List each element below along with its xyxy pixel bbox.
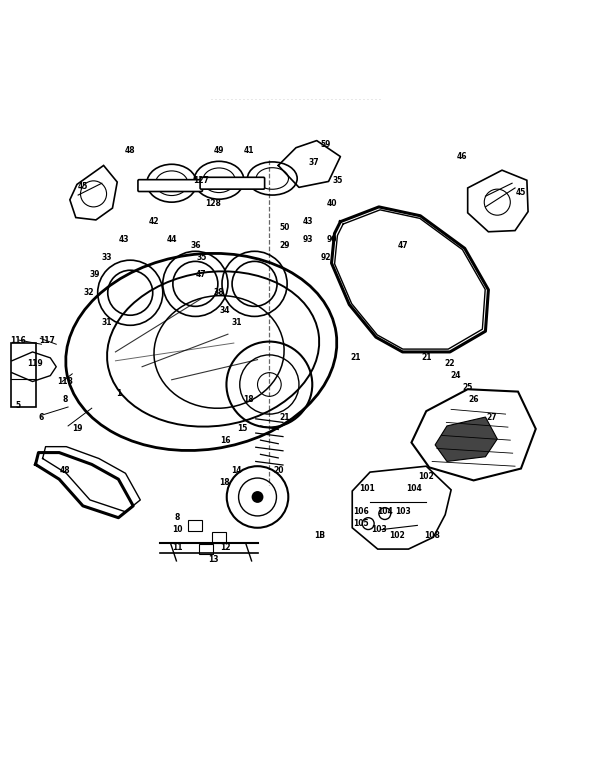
Text: 90: 90 [326, 235, 337, 244]
Text: 37: 37 [308, 158, 319, 167]
Text: 32: 32 [83, 288, 94, 298]
Text: 50: 50 [279, 223, 289, 232]
Text: 102: 102 [419, 471, 434, 481]
Text: 36: 36 [190, 241, 201, 250]
Text: 21: 21 [279, 412, 289, 421]
Text: 47: 47 [196, 271, 207, 279]
Text: 1B: 1B [314, 531, 325, 540]
Bar [188, 520, 202, 531]
Text: 12: 12 [220, 543, 230, 552]
Text: 48: 48 [60, 466, 70, 474]
Text: 118: 118 [57, 377, 73, 386]
Text: . . . . . . . . . . . . . . . . . . . . . . . . . . . . . . . . . . . . . . . . : . . . . . . . . . . . . . . . . . . . . … [211, 95, 381, 101]
Text: 26: 26 [468, 394, 479, 404]
Polygon shape [468, 170, 528, 231]
FancyBboxPatch shape [138, 180, 202, 191]
Text: 22: 22 [445, 359, 455, 368]
Text: 35: 35 [196, 253, 207, 261]
Text: 104: 104 [407, 484, 422, 493]
Text: 116: 116 [10, 335, 25, 345]
Text: 21: 21 [421, 354, 432, 362]
Text: 24: 24 [451, 371, 461, 380]
Text: 92: 92 [320, 253, 331, 261]
Text: 41: 41 [243, 146, 254, 155]
Text: 45: 45 [78, 181, 88, 191]
Text: 104: 104 [377, 508, 392, 516]
Text: 103: 103 [371, 525, 387, 534]
Text: 93: 93 [303, 235, 313, 244]
Text: 15: 15 [237, 424, 248, 434]
Polygon shape [352, 466, 451, 549]
Text: 34: 34 [220, 306, 230, 315]
Text: 25: 25 [462, 383, 473, 392]
Text: 18: 18 [243, 394, 254, 404]
Text: 42: 42 [149, 217, 159, 226]
Text: 10: 10 [172, 525, 183, 534]
Polygon shape [411, 389, 536, 481]
Text: 102: 102 [389, 531, 404, 540]
Text: 127: 127 [194, 176, 209, 185]
Text: 13: 13 [208, 554, 218, 564]
FancyBboxPatch shape [200, 178, 265, 189]
Text: 19: 19 [72, 424, 82, 434]
Text: 103: 103 [395, 508, 410, 516]
Text: 105: 105 [353, 519, 369, 528]
Text: 119: 119 [28, 359, 43, 368]
Text: 20: 20 [273, 466, 284, 474]
Text: 35: 35 [332, 176, 343, 185]
Text: 39: 39 [89, 271, 100, 279]
Text: 43: 43 [303, 217, 313, 226]
Text: 8: 8 [175, 513, 181, 522]
Text: 47: 47 [397, 241, 408, 250]
Text: 44: 44 [166, 235, 177, 244]
Text: 101: 101 [359, 484, 375, 493]
Text: 49: 49 [214, 146, 224, 155]
Bar [11, 343, 36, 407]
Text: 43: 43 [119, 235, 130, 244]
Text: 27: 27 [486, 412, 497, 421]
Text: 48: 48 [125, 146, 136, 155]
Text: 128: 128 [205, 199, 221, 208]
Text: 8: 8 [62, 394, 68, 404]
Text: 18: 18 [220, 478, 230, 487]
Text: 1: 1 [116, 389, 121, 398]
Polygon shape [435, 417, 497, 461]
Text: 16: 16 [220, 436, 230, 445]
Circle shape [252, 491, 263, 503]
Text: 106: 106 [353, 508, 369, 516]
Text: 33: 33 [101, 253, 112, 261]
Text: 31: 31 [231, 318, 242, 327]
Polygon shape [70, 165, 117, 220]
Bar [212, 532, 226, 543]
Text: 45: 45 [516, 188, 526, 197]
Text: 40: 40 [326, 199, 337, 208]
Text: 38: 38 [214, 288, 224, 298]
Text: 6: 6 [39, 412, 44, 421]
Text: 21: 21 [350, 354, 361, 362]
Text: 46: 46 [456, 152, 467, 161]
Text: 11: 11 [172, 543, 183, 552]
Text: 14: 14 [231, 466, 242, 474]
Bar [199, 544, 213, 554]
Text: 29: 29 [279, 241, 289, 250]
Text: 108: 108 [424, 531, 440, 540]
Text: 5: 5 [15, 401, 20, 410]
Text: 59: 59 [320, 140, 331, 149]
Text: 31: 31 [101, 318, 112, 327]
Text: 117: 117 [40, 335, 55, 345]
